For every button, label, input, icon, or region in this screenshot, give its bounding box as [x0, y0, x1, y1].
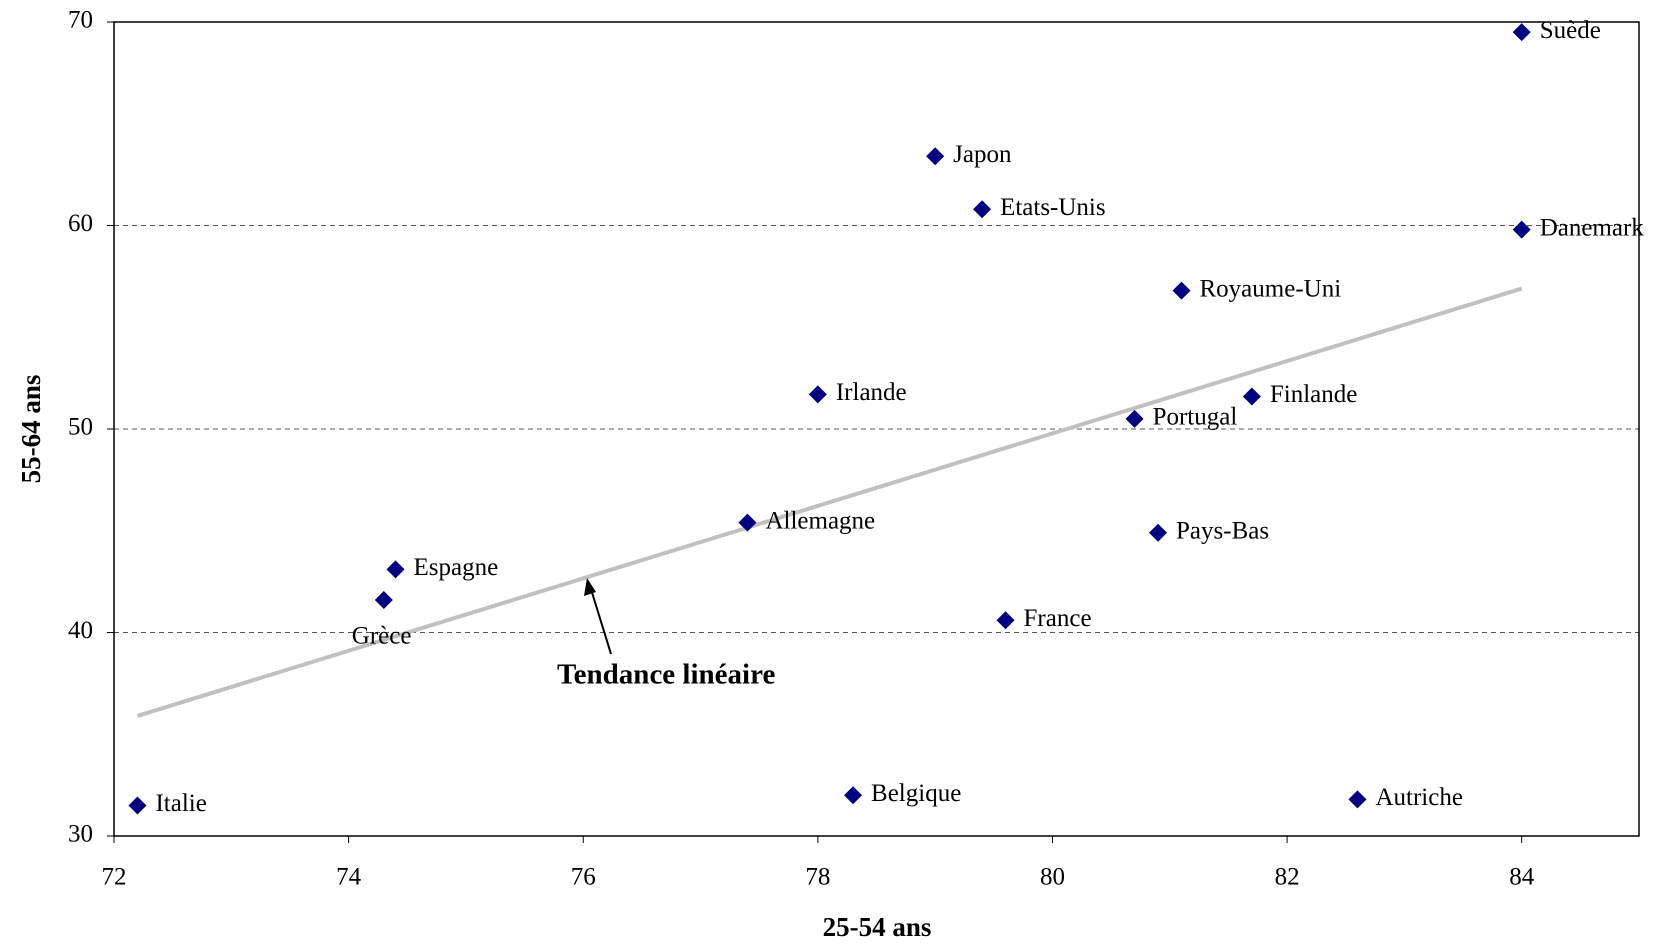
point-label: Etats-Unis — [1000, 194, 1106, 221]
point — [973, 200, 992, 219]
point-label: Autriche — [1375, 784, 1462, 811]
point — [374, 590, 393, 609]
point-label: Pays-Bas — [1176, 518, 1269, 545]
x-tick-label: 84 — [1509, 864, 1535, 891]
point — [1242, 387, 1261, 406]
point-label: Italie — [155, 790, 206, 817]
point — [844, 786, 863, 805]
x-tick-label: 72 — [102, 864, 127, 891]
point-label: Irlande — [836, 379, 907, 406]
point — [926, 147, 945, 166]
x-tick-label: 78 — [805, 864, 830, 891]
y-tick-label: 40 — [68, 617, 93, 644]
point — [1149, 523, 1168, 542]
point-label: Portugal — [1153, 404, 1238, 431]
x-axis-title: 25-54 ans — [823, 912, 932, 942]
point — [1512, 220, 1531, 239]
annotation-arrow — [589, 585, 612, 655]
point — [1348, 790, 1367, 809]
point — [1172, 281, 1191, 300]
x-tick-label: 74 — [336, 864, 362, 891]
point-label: France — [1024, 605, 1092, 632]
point-label: Suède — [1540, 17, 1601, 44]
y-tick-label: 70 — [68, 7, 93, 34]
x-tick-label: 76 — [571, 864, 596, 891]
annotation: Tendance linéaire — [557, 659, 775, 691]
y-tick-label: 60 — [68, 210, 93, 237]
point — [996, 611, 1015, 630]
y-tick-label: 50 — [68, 414, 93, 441]
point-label: Finlande — [1270, 381, 1358, 408]
point — [1512, 23, 1531, 42]
trend-line — [136, 286, 1523, 718]
point-label: Japon — [953, 141, 1012, 168]
arrow-head — [584, 578, 596, 596]
point — [808, 385, 827, 404]
point-label: Grèce — [352, 623, 412, 650]
point-label: Allemagne — [765, 507, 875, 534]
x-tick-label: 82 — [1275, 864, 1300, 891]
point-label: Royaume-Uni — [1200, 275, 1342, 302]
point — [738, 513, 757, 532]
y-axis-title: 55-64 ans — [16, 375, 46, 484]
plot-frame — [113, 21, 1640, 837]
point — [1125, 409, 1144, 428]
point — [386, 560, 405, 579]
y-tick-label: 30 — [68, 821, 93, 848]
point-label: Espagne — [414, 554, 499, 581]
x-tick-label: 80 — [1040, 864, 1065, 891]
point — [128, 796, 147, 815]
point-label: Belgique — [871, 780, 961, 807]
point-label: Danemark — [1540, 214, 1645, 241]
